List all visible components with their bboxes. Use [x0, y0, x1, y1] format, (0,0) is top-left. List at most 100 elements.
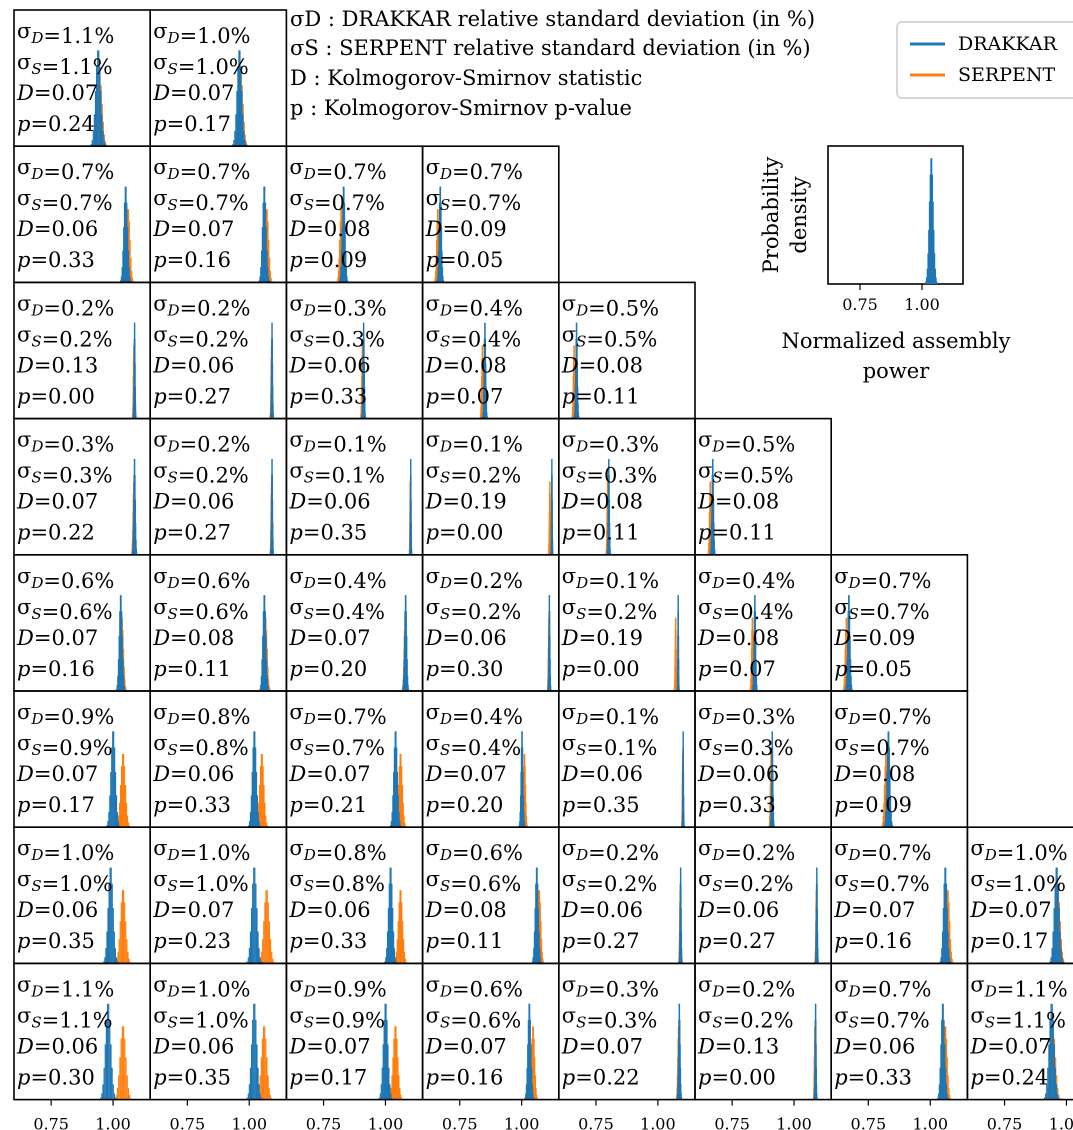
serpent-bin-12: [404, 822, 406, 828]
serpent-bin-12: [268, 686, 270, 691]
panel-r3-c0: σD=0.3%σS=0.3%D=0.07 p=0.22: [13, 417, 151, 556]
sigma-d-label: σD=0.7%: [426, 155, 523, 184]
definition-sigma-s: σS : SERPENT relative standard deviation…: [290, 36, 811, 60]
drakkar-bin-10: [242, 114, 244, 147]
inset-bin-10: [932, 201, 934, 284]
drakkar-bin-10: [257, 1067, 259, 1100]
serpent-bin-12: [266, 822, 268, 828]
sigma-s-label: σS=1.1%: [970, 1003, 1066, 1032]
serpent-bin-12: [245, 141, 247, 147]
panel-r1-c2: σD=0.7%σS=0.7%D=0.08 p=0.09: [285, 145, 424, 284]
drakkar-bin-8: [109, 1019, 111, 1100]
drakkar-bin-1: [247, 1093, 249, 1100]
drakkar-bin-5: [393, 747, 396, 828]
definition-sigma-d: σD : DRAKKAR relative standard deviation…: [290, 7, 815, 31]
drakkar-bin-10: [683, 795, 685, 828]
drakkar-bin-10: [345, 250, 347, 283]
x-tick-label-c2-0: 0.75: [306, 1115, 342, 1130]
drakkar-histogram: [389, 731, 402, 828]
serpent-bin-10: [541, 939, 543, 964]
drakkar-bin-0: [524, 1097, 526, 1100]
drakkar-histogram: [1043, 1003, 1060, 1100]
serpent-bin-7: [266, 890, 268, 964]
drakkar-bin-11: [681, 948, 683, 964]
drakkar-bin-10: [1054, 1067, 1057, 1100]
drakkar-bin-6: [112, 731, 114, 828]
drakkar-histogram: [709, 458, 716, 555]
drakkar-bin-7: [108, 1003, 110, 1100]
serpent-bin-11: [127, 951, 129, 964]
drakkar-bin-11: [1055, 1084, 1058, 1100]
drakkar-bin-3: [885, 795, 887, 828]
drakkar-bin-9: [255, 771, 258, 828]
sigma-d-label: σD=1.1%: [17, 19, 114, 48]
drakkar-bin-11: [135, 539, 137, 555]
drakkar-bin-12: [244, 140, 246, 147]
sigma-s-label: σS=0.3%: [289, 322, 385, 351]
ks-d-label: D=0.07: [16, 626, 98, 650]
serpent-bin-7: [122, 1026, 125, 1100]
drakkar-bin-9: [392, 908, 394, 964]
drakkar-bin-13: [124, 688, 126, 691]
serpent-bin-6: [260, 753, 262, 828]
drakkar-bin-10: [272, 386, 274, 419]
serpent-bin-6: [265, 890, 267, 964]
drakkar-bin-6: [253, 1003, 255, 1100]
sigma-s-label: σS=0.7%: [834, 731, 930, 760]
drakkar-bin-3: [106, 931, 108, 964]
ks-d-label: D=0.06: [16, 898, 98, 922]
drakkar-bin-12: [851, 684, 853, 691]
sigma-d-label: σD=0.7%: [289, 155, 386, 184]
drakkar-bin-13: [1062, 961, 1064, 964]
serpent-bin-5: [393, 1038, 395, 1100]
serpent-bin-8: [396, 1038, 398, 1100]
drakkar-bin-4: [387, 908, 390, 964]
drakkar-bin-1: [1045, 1093, 1047, 1100]
ks-p-label: p=0.33: [17, 248, 95, 272]
drakkar-bin-1: [259, 276, 261, 283]
drakkar-bin-13: [1058, 1097, 1060, 1100]
serpent-bin-4: [260, 1057, 262, 1100]
drakkar-histogram: [258, 186, 271, 283]
panel-r4-c6: σD=0.7%σS=0.7%D=0.09 p=0.05: [830, 553, 969, 692]
drakkar-bin-9: [530, 1044, 532, 1100]
drakkar-bin-13: [486, 416, 488, 419]
drakkar-histogram: [90, 50, 106, 147]
drakkar-histogram: [883, 731, 894, 828]
drakkar-bin-12: [486, 412, 488, 419]
sigma-d-label: σD=0.4%: [289, 564, 386, 593]
drakkar-bin-4: [1053, 908, 1055, 964]
drakkar-bin-1: [247, 957, 249, 964]
drakkar-bin-6: [253, 867, 255, 964]
panel-r7-c4: σD=0.3%σS=0.3%D=0.07 p=0.22: [557, 962, 696, 1101]
ks-p-label: p=0.33: [153, 793, 231, 817]
ks-p-label: p=0.24: [970, 1065, 1048, 1089]
drakkar-bin-6: [253, 731, 255, 828]
ks-p-label: p=0.23: [153, 929, 231, 953]
drakkar-bin-11: [552, 539, 554, 555]
drakkar-bin-10: [944, 1067, 947, 1100]
drakkar-bin-8: [1057, 883, 1059, 964]
drakkar-bin-12: [532, 1093, 534, 1100]
drakkar-bin-11: [755, 675, 758, 691]
drakkar-bin-6: [119, 595, 122, 691]
drakkar-bin-3: [392, 795, 394, 828]
drakkar-bin-0: [1049, 961, 1051, 964]
drakkar-bin-9: [1053, 1044, 1055, 1100]
drakkar-bin-1: [532, 957, 534, 964]
ks-d-label: D=0.06: [16, 217, 98, 241]
drakkar-bin-12: [364, 412, 366, 419]
drakkar-bin-0: [883, 825, 886, 828]
drakkar-bin-8: [888, 747, 890, 828]
drakkar-bin-5: [108, 883, 110, 964]
ks-d-label: D=0.06: [288, 353, 370, 377]
inset-bin-13: [934, 268, 936, 284]
drakkar-bin-11: [243, 130, 245, 147]
drakkar-bin-3: [235, 114, 237, 147]
drakkar-bin-12: [259, 957, 261, 964]
serpent-bin-10: [125, 802, 128, 828]
drakkar-bin-2: [525, 1084, 527, 1100]
panel-r7-c7: σD=1.1%σS=1.1%D=0.07 p=0.24: [966, 962, 1073, 1101]
drakkar-bin-2: [92, 130, 94, 147]
drakkar-bin-13: [817, 961, 819, 964]
